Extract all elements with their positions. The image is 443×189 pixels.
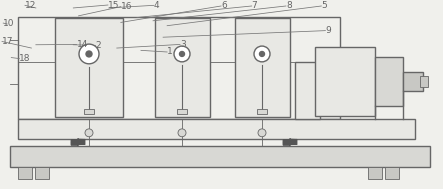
Circle shape [79, 44, 99, 64]
Bar [10, 146, 430, 167]
Bar [315, 47, 375, 116]
Bar [18, 167, 32, 179]
Bar [84, 109, 94, 114]
Circle shape [258, 129, 266, 137]
Bar [35, 167, 49, 179]
Text: 7: 7 [252, 2, 257, 10]
Bar [403, 72, 423, 91]
Text: 8: 8 [286, 2, 291, 10]
Text: 18: 18 [19, 54, 31, 63]
Text: 4: 4 [154, 1, 159, 10]
Bar [375, 57, 403, 106]
Text: 9: 9 [326, 26, 331, 35]
Circle shape [86, 51, 92, 57]
Text: 17: 17 [2, 37, 14, 46]
Text: 10: 10 [3, 19, 15, 28]
Bar [257, 109, 267, 114]
Circle shape [178, 129, 186, 137]
Bar [235, 19, 290, 117]
Text: 5: 5 [321, 2, 327, 10]
Text: 12: 12 [25, 1, 36, 10]
Text: 3: 3 [180, 40, 186, 49]
Bar [55, 19, 123, 117]
Circle shape [179, 51, 184, 57]
Text: 16: 16 [121, 2, 132, 11]
Bar [18, 16, 340, 119]
Bar [18, 119, 415, 139]
Text: 1: 1 [167, 47, 173, 57]
Circle shape [254, 46, 270, 62]
Circle shape [174, 46, 190, 62]
Bar [385, 167, 399, 179]
Bar [155, 19, 210, 117]
Text: 15: 15 [108, 1, 120, 9]
Circle shape [85, 129, 93, 137]
Circle shape [260, 51, 264, 57]
Bar [368, 167, 382, 179]
Bar [420, 76, 428, 88]
Bar [177, 109, 187, 114]
Text: 2: 2 [95, 41, 101, 50]
Text: 14: 14 [77, 40, 88, 49]
Text: 6: 6 [221, 2, 227, 10]
Bar [295, 62, 320, 119]
